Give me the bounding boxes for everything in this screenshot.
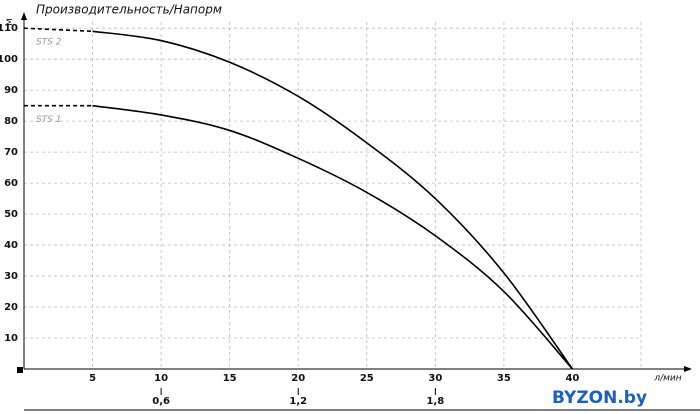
watermark-bg — [545, 385, 695, 409]
x-tick-label: 35 — [497, 373, 511, 384]
watermark: BYZON.by — [552, 388, 647, 408]
y-tick-label: 20 — [4, 302, 18, 313]
x-axis-label: л/мин — [653, 374, 681, 384]
curve — [92, 30, 574, 370]
curve-dashed — [23, 27, 93, 33]
y-tick-label: 60 — [4, 178, 18, 189]
y-tick-label: 40 — [4, 240, 18, 251]
y-axis-label: м — [4, 18, 15, 26]
x-tick-label: 30 — [428, 373, 442, 384]
x2-tick-label: 0,6 — [152, 396, 170, 407]
x-tick-label: 20 — [291, 373, 305, 384]
series-label: STS 2 — [36, 38, 62, 48]
curve — [92, 104, 574, 370]
x2-tick-label: 1,8 — [426, 396, 444, 407]
x2-tick-label: 1,2 — [289, 396, 307, 407]
origin-marker — [17, 367, 23, 373]
x-tick-label: 40 — [565, 373, 579, 384]
y-tick-label: 110 — [0, 23, 18, 34]
y-tick-label: 70 — [4, 147, 18, 158]
series-label: STS 1 — [36, 115, 62, 125]
x-tick-label: 15 — [223, 373, 237, 384]
x-tick-label: 10 — [154, 373, 168, 384]
y-tick-label: 30 — [4, 271, 18, 282]
chart-title: Производительность/Напорм — [36, 3, 222, 17]
x-axis-arrow — [684, 366, 692, 372]
y-tick-label: 80 — [4, 116, 18, 127]
x-tick-label: 25 — [360, 373, 374, 384]
y-tick-label: 10 — [4, 333, 18, 344]
x-tick-label: 5 — [89, 373, 96, 384]
y-tick-label: 90 — [4, 85, 18, 96]
y-tick-label: 50 — [4, 209, 18, 220]
y-tick-label: 100 — [0, 54, 18, 65]
y-axis-arrow — [21, 12, 27, 20]
